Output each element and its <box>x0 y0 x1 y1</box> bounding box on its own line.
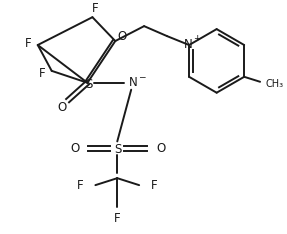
Text: S: S <box>85 78 92 91</box>
Text: CH₃: CH₃ <box>265 79 283 89</box>
Text: +: + <box>193 33 201 43</box>
Text: −: − <box>138 72 146 81</box>
Text: N: N <box>184 37 193 51</box>
Text: O: O <box>70 142 79 155</box>
Text: O: O <box>156 142 166 155</box>
Text: F: F <box>151 179 157 192</box>
Text: O: O <box>57 101 66 114</box>
Text: F: F <box>38 67 45 80</box>
Text: F: F <box>114 212 121 225</box>
Text: N: N <box>129 76 137 89</box>
Text: F: F <box>92 2 99 15</box>
Text: S: S <box>115 143 122 156</box>
Text: F: F <box>77 179 84 192</box>
Text: F: F <box>24 37 31 50</box>
Text: O: O <box>118 29 127 43</box>
